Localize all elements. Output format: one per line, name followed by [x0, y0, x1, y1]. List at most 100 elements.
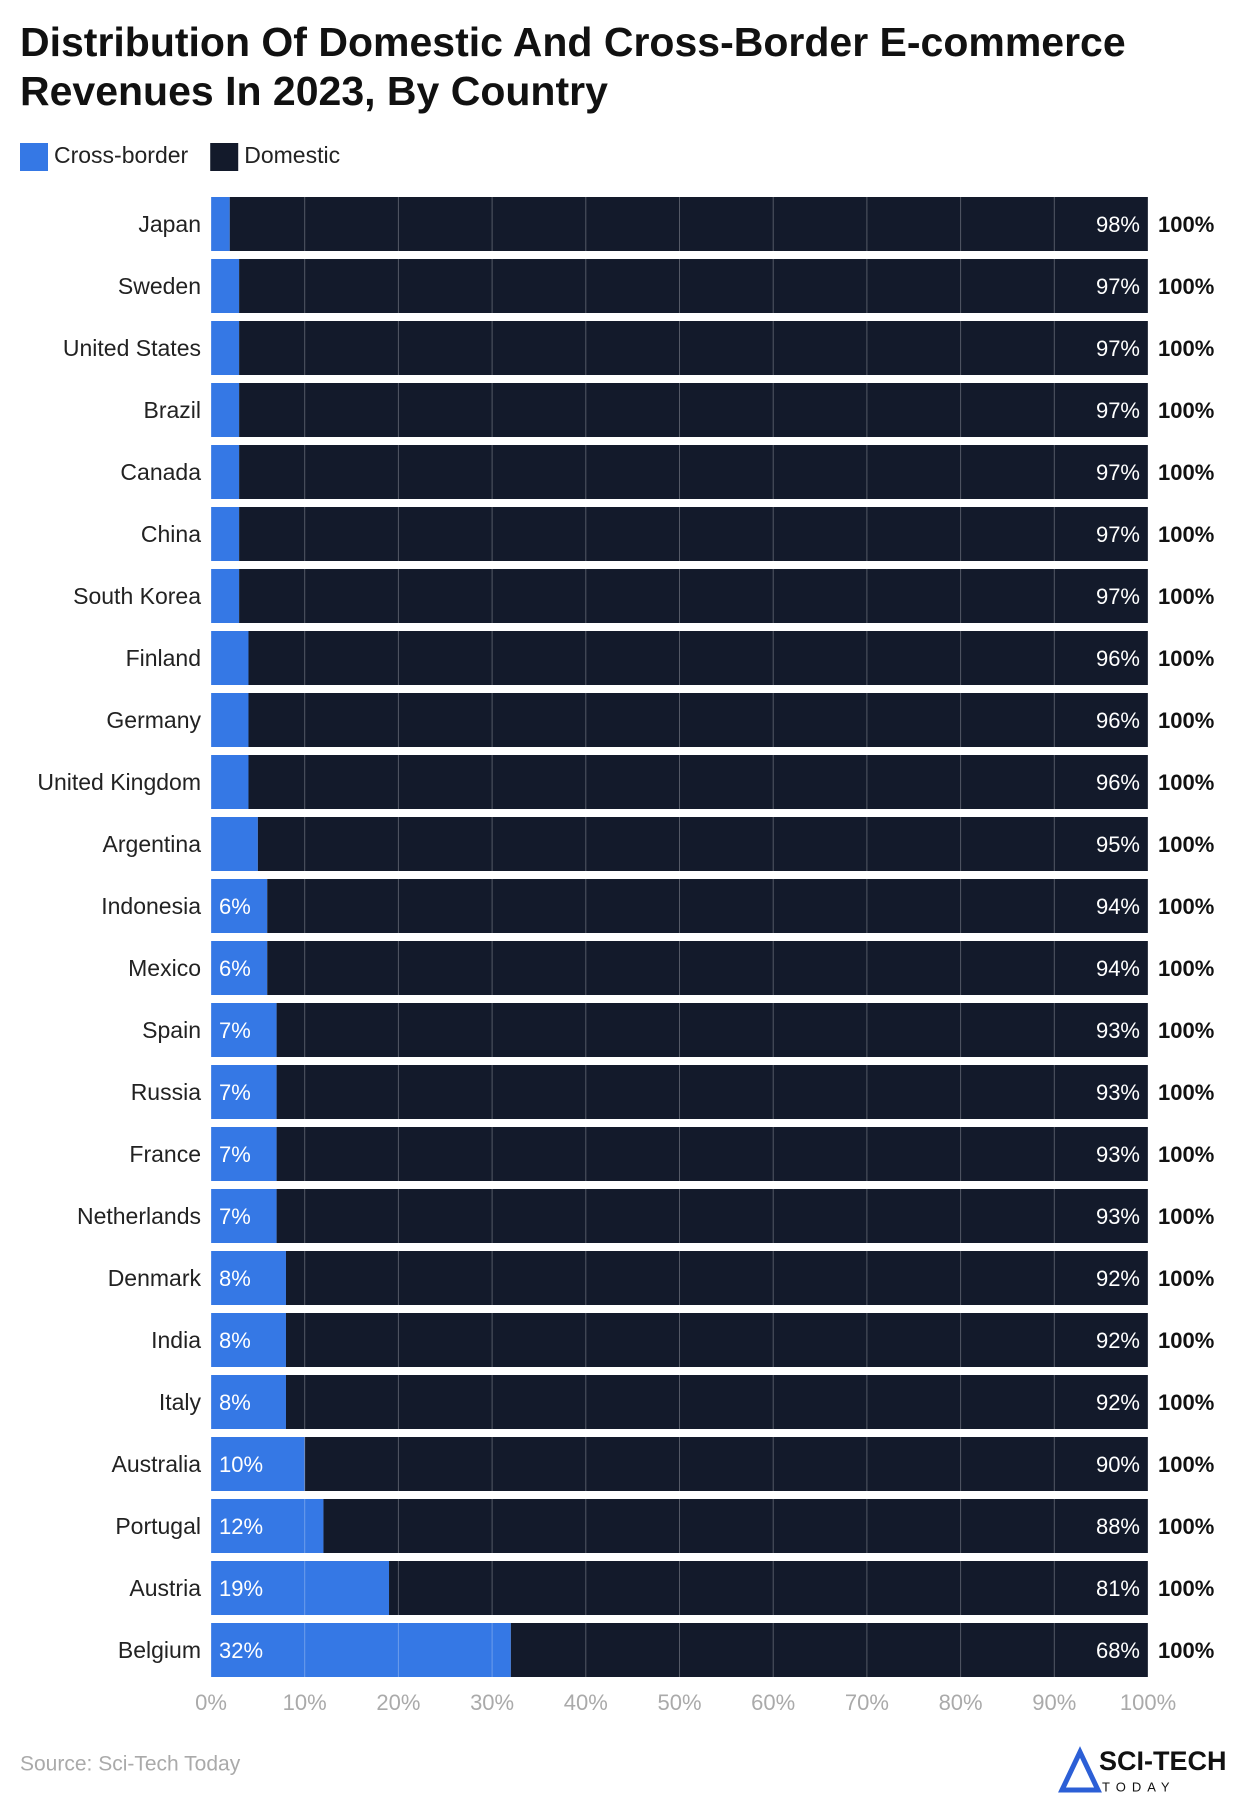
- bar-segment: [211, 1189, 277, 1243]
- bar-segment: [239, 569, 1149, 623]
- legend-label: Domestic: [244, 142, 340, 168]
- total-label: 100%: [1158, 1204, 1214, 1229]
- y-tick-label: Portugal: [115, 1513, 201, 1539]
- total-label: 100%: [1158, 274, 1214, 299]
- y-tick-label: Italy: [159, 1389, 202, 1415]
- bar-segment: [276, 1127, 1149, 1181]
- bar-segment: [257, 817, 1149, 871]
- bar-segment: [211, 941, 268, 995]
- bar-segment: [248, 755, 1149, 809]
- total-label: 100%: [1158, 584, 1214, 609]
- data-label: 97%: [1096, 336, 1140, 361]
- x-tick-label: 20%: [376, 1690, 420, 1715]
- bar-segment: [510, 1623, 1149, 1677]
- bar-segment: [211, 383, 240, 437]
- total-label: 100%: [1158, 956, 1214, 981]
- data-label: 88%: [1096, 1514, 1140, 1539]
- data-label: 6%: [219, 894, 251, 919]
- bar-segment: [248, 693, 1149, 747]
- bar-segment: [239, 321, 1149, 375]
- x-tick-label: 80%: [939, 1690, 983, 1715]
- data-label: 12%: [219, 1514, 263, 1539]
- data-label: 93%: [1096, 1018, 1140, 1043]
- y-tick-label: Spain: [142, 1017, 201, 1043]
- total-label: 100%: [1158, 1576, 1214, 1601]
- bar-segment: [276, 1189, 1149, 1243]
- logo-icon: [1058, 1746, 1102, 1793]
- bar-segment: [211, 321, 240, 375]
- y-tick-label: France: [129, 1141, 201, 1167]
- bar-segment: [248, 631, 1149, 685]
- y-tick-label: United Kingdom: [37, 769, 201, 795]
- x-tick-label: 60%: [751, 1690, 795, 1715]
- bar-segment: [229, 197, 1149, 251]
- y-tick-label: Canada: [120, 459, 201, 485]
- y-tick-label: Netherlands: [77, 1203, 201, 1229]
- y-tick-label: Russia: [131, 1079, 202, 1105]
- bar-segment: [211, 1003, 277, 1057]
- data-label: 96%: [1096, 708, 1140, 733]
- y-tick-label: United States: [63, 335, 201, 361]
- bar-segment: [389, 1561, 1148, 1615]
- data-label: 94%: [1096, 956, 1140, 981]
- bar-segment: [276, 1065, 1149, 1119]
- source: Source: Sci-Tech Today: [20, 1753, 241, 1776]
- bar-segment: [285, 1313, 1149, 1367]
- x-tick-label: 0%: [195, 1690, 227, 1715]
- bar-segment: [211, 1623, 511, 1677]
- data-label: 98%: [1096, 212, 1140, 237]
- data-label: 97%: [1096, 460, 1140, 485]
- total-label: 100%: [1158, 212, 1214, 237]
- bar-segment: [239, 445, 1149, 499]
- data-label: 32%: [219, 1638, 263, 1663]
- chart-title: Distribution Of Domestic And Cross-Borde…: [20, 19, 1126, 114]
- total-label: 100%: [1158, 1266, 1214, 1291]
- bar-segment: [239, 259, 1149, 313]
- bar-segment: [211, 817, 258, 871]
- data-label: 19%: [219, 1576, 263, 1601]
- total-label: 100%: [1158, 460, 1214, 485]
- bar-segment: [211, 693, 249, 747]
- bar-segment: [211, 1127, 277, 1181]
- y-tick-label: Japan: [138, 211, 201, 237]
- data-label: 6%: [219, 956, 251, 981]
- y-tick-label: Argentina: [103, 831, 202, 857]
- total-label: 100%: [1158, 1390, 1214, 1415]
- bar-segment: [211, 507, 240, 561]
- total-label: 100%: [1158, 708, 1214, 733]
- bar-segment: [267, 941, 1149, 995]
- data-label: 7%: [219, 1080, 251, 1105]
- data-label: 93%: [1096, 1080, 1140, 1105]
- bar-segment: [211, 259, 240, 313]
- bar-segment: [211, 197, 230, 251]
- y-tick-label: Germany: [106, 707, 201, 733]
- y-tick-label: Australia: [112, 1451, 202, 1477]
- x-tick-label: 30%: [470, 1690, 514, 1715]
- bar-segment: [276, 1003, 1149, 1057]
- data-label: 93%: [1096, 1142, 1140, 1167]
- total-label: 100%: [1158, 1452, 1214, 1477]
- bar-segment: [211, 1251, 286, 1305]
- x-tick-label: 100%: [1120, 1690, 1176, 1715]
- total-label: 100%: [1158, 1018, 1214, 1043]
- data-label: 97%: [1096, 584, 1140, 609]
- total-label: 100%: [1158, 1638, 1214, 1663]
- total-label: 100%: [1158, 1142, 1214, 1167]
- bar-segment: [211, 755, 249, 809]
- y-tick-label: India: [151, 1327, 201, 1353]
- logo: SCI-TECH TODAY: [1058, 1746, 1227, 1794]
- bar-segment: [211, 1375, 286, 1429]
- data-label: 90%: [1096, 1452, 1140, 1477]
- data-label: 94%: [1096, 894, 1140, 919]
- total-label: 100%: [1158, 398, 1214, 423]
- bar-segment: [267, 879, 1149, 933]
- data-label: 97%: [1096, 398, 1140, 423]
- y-tick-label: South Korea: [73, 583, 201, 609]
- data-label: 93%: [1096, 1204, 1140, 1229]
- data-label: 7%: [219, 1142, 251, 1167]
- legend-swatch: [210, 143, 239, 171]
- x-tick-label: 40%: [564, 1690, 608, 1715]
- bar-segment: [304, 1437, 1148, 1491]
